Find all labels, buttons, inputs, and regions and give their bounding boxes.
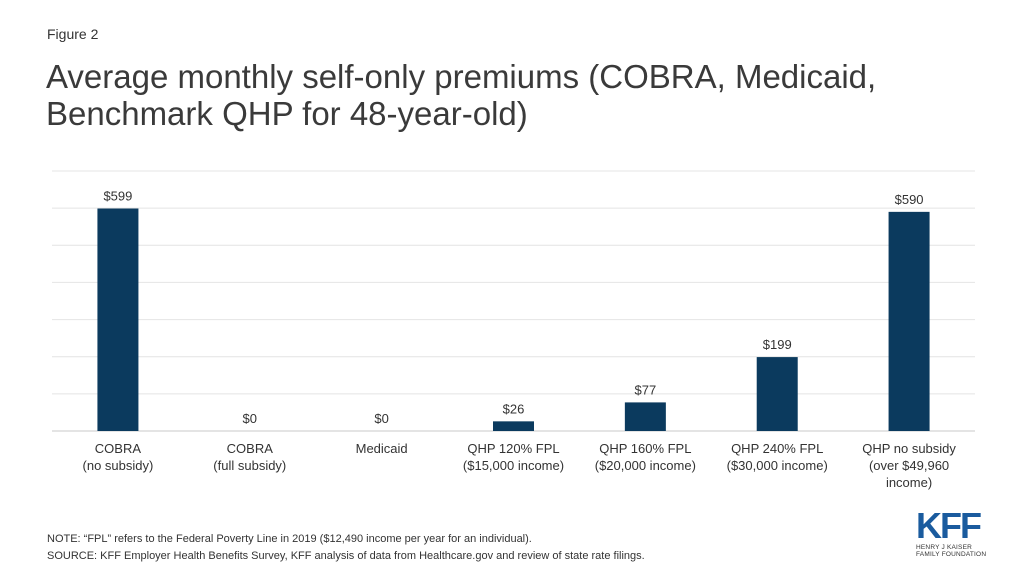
category-label: QHP 240% FPL ($30,000 income) (726, 441, 828, 473)
value-label: $26 (503, 401, 525, 416)
value-label: $0 (243, 411, 257, 426)
chart-title: Average monthly self-only premiums (COBR… (46, 58, 877, 132)
category-label: QHP 160% FPL ($20,000 income) (594, 441, 696, 473)
bar (97, 208, 139, 431)
source-text: SOURCE: KFF Employer Health Benefits Sur… (47, 550, 645, 562)
figure-label: Figure 2 (47, 26, 99, 42)
value-label: $199 (763, 337, 792, 352)
category-label: COBRA (full subsidy) (213, 441, 287, 473)
bar (756, 357, 798, 431)
bar (493, 421, 534, 431)
value-label: $590 (895, 192, 924, 207)
value-label: $0 (374, 411, 388, 426)
category-label: QHP no subsidy (over $49,960 income) (862, 441, 956, 490)
logo-mark: KFF (916, 505, 982, 546)
category-label: COBRA (no subsidy) (82, 441, 154, 473)
footnote: NOTE: “FPL” refers to the Federal Povert… (47, 531, 645, 565)
value-label: $599 (103, 189, 132, 204)
logo-line-2: FAMILY FOUNDATION (916, 551, 987, 558)
bar (624, 402, 666, 431)
bar (888, 211, 930, 431)
value-label: $77 (635, 382, 657, 397)
note-text: NOTE: “FPL” refers to the Federal Povert… (47, 533, 532, 545)
kff-logo: KFF HENRY J KAISER FAMILY FOUNDATION (916, 505, 988, 559)
category-label: QHP 120% FPL ($15,000 income) (462, 441, 565, 473)
logo-line-1: HENRY J KAISER (916, 544, 973, 551)
category-label: Medicaid (355, 441, 408, 456)
